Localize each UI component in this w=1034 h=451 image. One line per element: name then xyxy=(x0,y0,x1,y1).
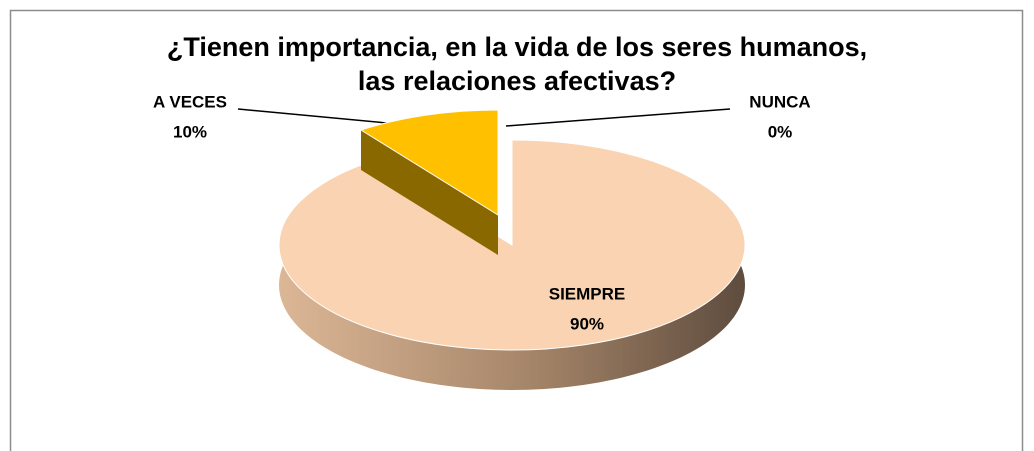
value-label: 90% xyxy=(570,314,604,333)
chart-title: ¿Tienen importancia, en la vida de los s… xyxy=(166,32,868,96)
category-label: A VECES xyxy=(153,92,227,111)
pie-slice xyxy=(359,109,499,216)
pie-slice xyxy=(278,139,746,351)
category-label: SIEMPRE xyxy=(549,284,626,303)
value-label: 0% xyxy=(768,122,793,141)
slice-wall xyxy=(361,130,498,255)
chart-border xyxy=(9,9,1024,451)
value-label: 10% xyxy=(173,122,207,141)
category-label: NUNCA xyxy=(749,92,810,111)
leader-line xyxy=(505,108,731,127)
